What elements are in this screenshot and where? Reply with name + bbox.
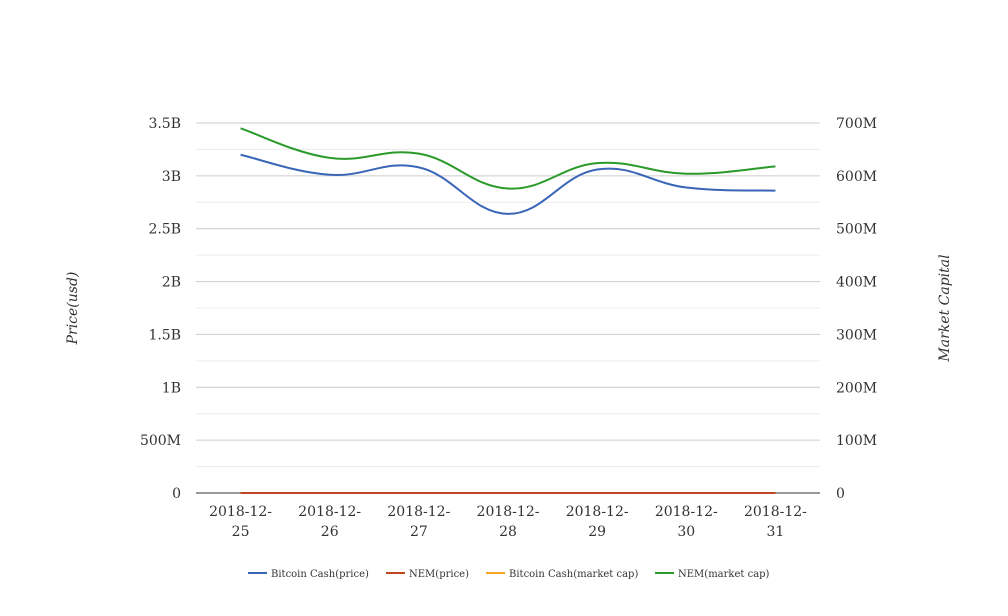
y-tick-label-left: 500M [140, 433, 181, 449]
grid [196, 122, 820, 494]
x-tick-label: 2018-12-29 [566, 504, 629, 540]
legend-item[interactable]: Bitcoin Cash(price) [248, 569, 369, 580]
legend-label: Bitcoin Cash(price) [271, 569, 369, 580]
y-tick-label-right: 0 [836, 486, 845, 502]
y-tick-label-left: 2.5B [148, 222, 181, 238]
y-tick-label-left: 1.5B [148, 327, 181, 343]
x-tick-label: 2018-12-31 [744, 504, 807, 540]
y-tick-label-left: 2B [162, 275, 181, 291]
y-tick-label-right: 600M [836, 169, 877, 185]
left-y-axis-ticks: 0 500M 1B 1.5B 2B 2.5B 3B 3.5B [140, 116, 181, 502]
series-lines [240, 127, 776, 495]
y-tick-label-right: 400M [836, 275, 877, 291]
left-y-axis-title: Price(usd) [65, 272, 81, 346]
y-tick-label-right: 500M [836, 222, 877, 238]
y-tick-label-left: 1B [162, 380, 181, 396]
legend[interactable]: Bitcoin Cash(price) NEM(price) Bitcoin Cas… [248, 569, 770, 580]
y-tick-label-left: 3B [162, 169, 181, 185]
legend-item[interactable]: NEM(market cap) [655, 569, 770, 580]
y-tick-label-right: 700M [836, 116, 877, 132]
x-tick-label: 2018-12-25 [209, 504, 272, 540]
right-y-axis-ticks: 0 100M 200M 300M 400M 500M 600M 700M [836, 116, 877, 502]
x-tick-label: 2018-12-26 [298, 504, 361, 540]
y-tick-label-right: 200M [836, 380, 877, 396]
series-line-nem-market-cap [240, 127, 776, 190]
legend-item[interactable]: Bitcoin Cash(market cap) [486, 569, 638, 580]
legend-label: Bitcoin Cash(market cap) [509, 569, 638, 580]
y-tick-label-right: 300M [836, 327, 877, 343]
legend-label: NEM(price) [409, 569, 469, 580]
right-y-axis-title: Market Capital [937, 254, 953, 362]
y-tick-label-left: 0 [172, 486, 181, 502]
y-tick-label-left: 3.5B [148, 116, 181, 132]
x-tick-label: 2018-12-27 [387, 504, 450, 540]
x-axis-ticks: 2018-12-25 2018-12-26 2018-12-27 2018-12-28… [209, 504, 807, 540]
legend-label: NEM(market cap) [678, 569, 770, 580]
x-tick-label: 2018-12-30 [655, 504, 718, 540]
series-line-bitcoin-cash-price [240, 153, 776, 215]
y-tick-label-right: 100M [836, 433, 877, 449]
x-tick-label: 2018-12-28 [477, 504, 540, 540]
legend-item[interactable]: NEM(price) [386, 569, 469, 580]
